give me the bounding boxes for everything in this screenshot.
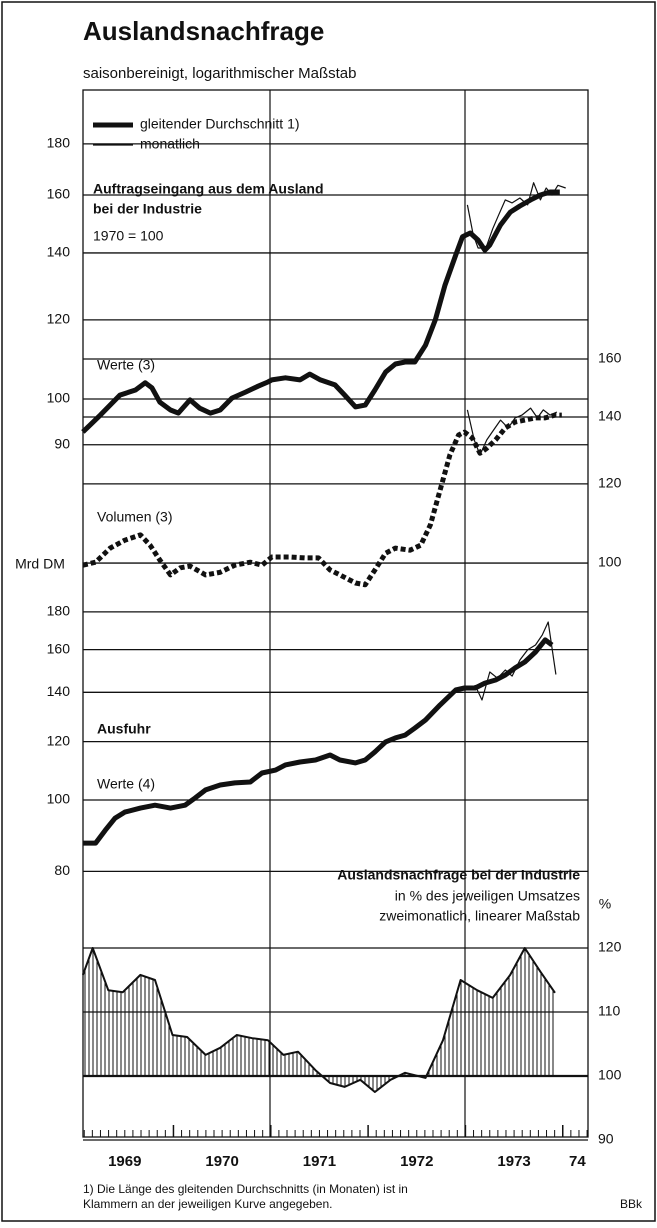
panel-label: zweimonatlich, linearer Maßstab (379, 908, 580, 924)
y-tick-label: 110 (598, 1003, 621, 1019)
y-tick-label: 120 (598, 939, 622, 955)
y-tick-label: 180 (47, 603, 71, 619)
title: Auslandsnachfrage (83, 16, 324, 46)
y-tick-label: 140 (47, 683, 71, 699)
source: BBk (620, 1197, 643, 1211)
x-tick-label: 1970 (205, 1153, 238, 1170)
y-tick-label: 80 (54, 862, 70, 878)
series-line (82, 637, 554, 846)
y-tick-label: 140 (598, 408, 622, 424)
y-tick-label: 140 (47, 244, 71, 260)
y-tick-label: 120 (47, 311, 71, 327)
panel-label: 1970 = 100 (93, 228, 164, 244)
y-tick-label: 100 (598, 554, 622, 570)
y-tick-label: 160 (598, 350, 622, 366)
panel-label: Ausfuhr (97, 721, 151, 737)
y-tick-label: 180 (47, 135, 71, 151)
series-line (466, 407, 558, 456)
x-tick-label: 1973 (497, 1153, 530, 1170)
panel-label: Werte (4) (97, 776, 155, 792)
panel-label: Volumen (3) (97, 509, 172, 525)
series-line (466, 182, 566, 249)
series-area (82, 948, 556, 1092)
footnote: Klammern an der jeweiligen Kurve angegeb… (83, 1197, 333, 1211)
y-tick-label: 100 (598, 1067, 622, 1083)
y-tick-label: 100 (47, 390, 71, 406)
series-line (82, 412, 562, 588)
legend-entry: gleitender Durchschnitt 1) (140, 116, 300, 132)
x-tick-label: 1969 (108, 1153, 141, 1170)
unit-label: % (599, 896, 611, 912)
x-tick-label: 1972 (400, 1153, 433, 1170)
panel-label: in % des jeweiligen Umsatzes (395, 888, 580, 904)
series-line (81, 947, 556, 1093)
unit-label: Mrd DM (15, 556, 65, 572)
y-tick-label: 120 (598, 475, 622, 491)
y-tick-label: 100 (47, 791, 71, 807)
y-tick-label: 120 (47, 732, 71, 748)
panel-label: Auslandsnachfrage bei der Industrie (337, 867, 580, 883)
subtitle: saisonbereinigt, logarithmischer Maßstab (83, 65, 356, 82)
series-line (467, 621, 557, 701)
y-tick-label: 160 (47, 640, 71, 656)
panel-label: Werte (3) (97, 357, 155, 373)
panel-label: bei der Industrie (93, 201, 202, 217)
y-tick-label: 160 (47, 186, 71, 202)
y-tick-label: 90 (54, 435, 70, 451)
y-tick-label: 90 (598, 1131, 614, 1147)
panel-label: Auftragseingang aus dem Ausland (93, 181, 324, 197)
footnote: 1) Die Länge des gleitenden Durchschnitt… (83, 1182, 408, 1196)
x-tick-label: 1971 (303, 1153, 336, 1170)
series-line (81, 189, 560, 434)
x-tick-label: 74 (569, 1153, 586, 1170)
